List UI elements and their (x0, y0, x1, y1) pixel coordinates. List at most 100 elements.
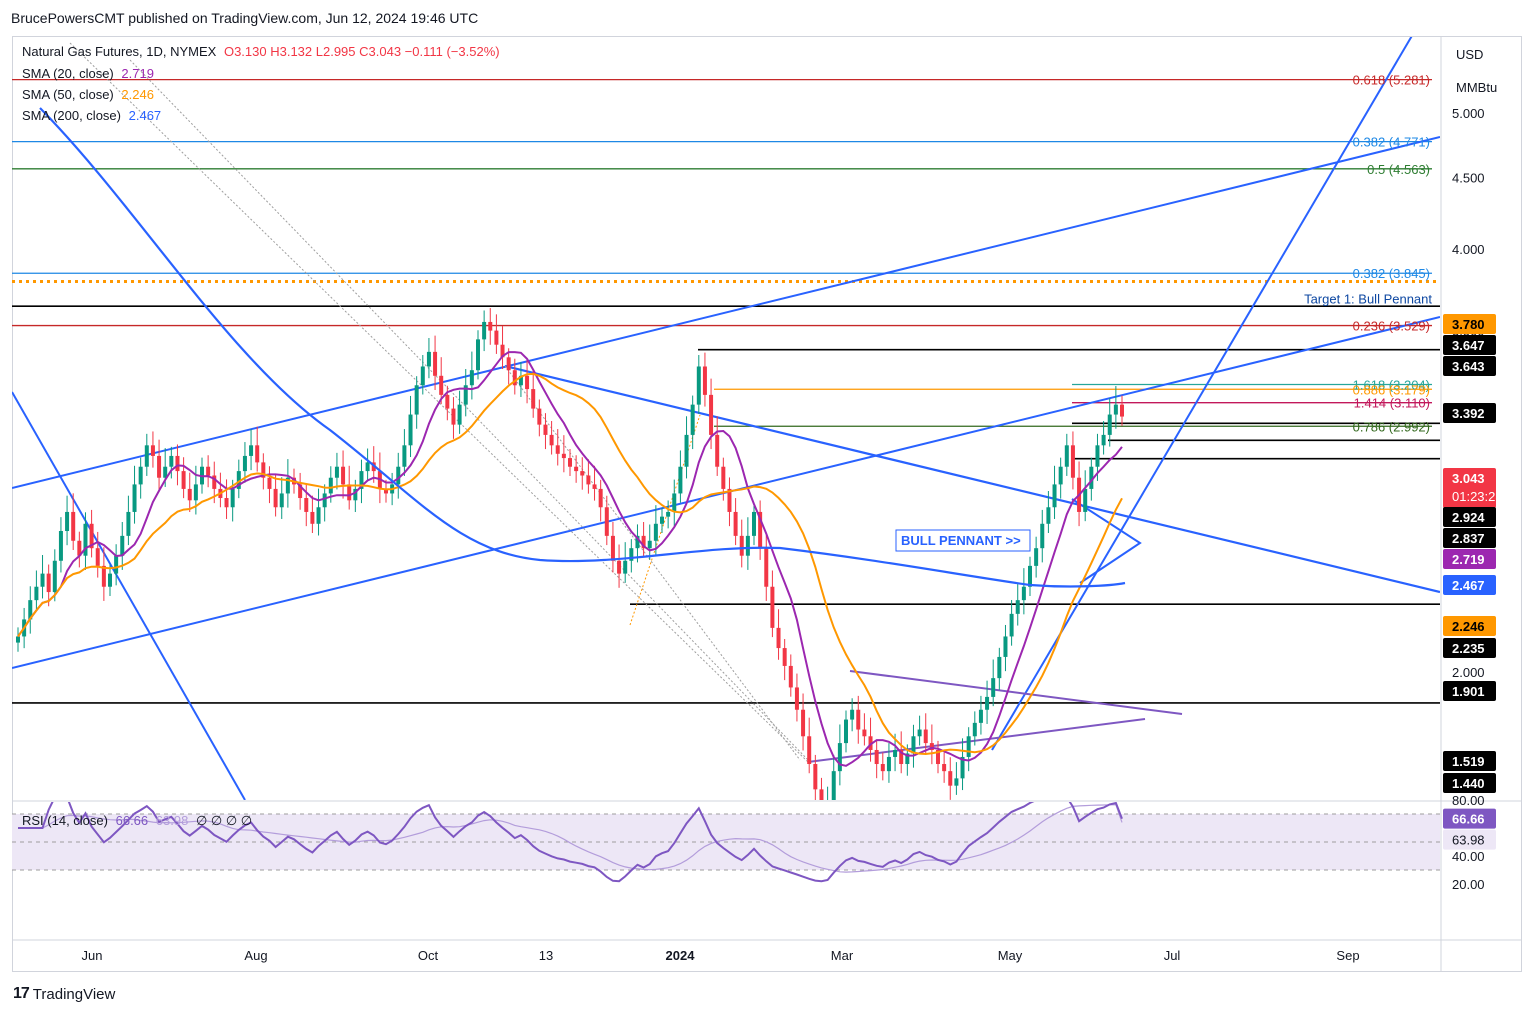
candle (353, 488, 358, 501)
x-tick-label: 2024 (666, 948, 696, 963)
sma20-value: 2.719 (121, 66, 154, 81)
candle (175, 455, 180, 472)
price-tag-label: 2.246 (1452, 619, 1485, 634)
candle (310, 511, 315, 524)
candle (776, 627, 781, 649)
fib-level-label: 0.382 (3.845) (1353, 266, 1430, 281)
candle (623, 560, 628, 574)
candle (629, 548, 634, 561)
candle (1028, 565, 1032, 587)
legend-sma20[interactable]: SMA (20, close) 2.719 (22, 66, 154, 81)
candle (181, 471, 186, 489)
candle (801, 709, 806, 737)
rsi-extra: ∅ ∅ ∅ ∅ (195, 813, 253, 828)
candle (298, 484, 303, 499)
candle (936, 749, 940, 765)
candle (819, 789, 824, 800)
candle (120, 535, 125, 556)
candle (702, 366, 707, 395)
candle (328, 477, 333, 494)
candle (433, 351, 438, 376)
tradingview-footer[interactable]: 17 TradingView (13, 985, 115, 1003)
candle (880, 764, 885, 772)
candle (862, 729, 867, 737)
candle (512, 370, 517, 386)
candle (1021, 586, 1026, 601)
price-tag-label: 3.643 (1452, 359, 1485, 374)
candle (739, 535, 744, 556)
candle (972, 722, 977, 737)
rsi-label: RSI (14, close) (22, 813, 108, 828)
dotted-projection-line (129, 59, 811, 763)
candle (727, 488, 732, 512)
candle (543, 424, 548, 435)
price-tag-label: 3.392 (1452, 406, 1485, 421)
candle (230, 488, 235, 508)
candle (580, 471, 585, 476)
x-tick-label: Sep (1336, 948, 1359, 963)
sma200-label: SMA (200, close) (22, 108, 121, 123)
legend-sma200[interactable]: SMA (200, close) 2.467 (22, 108, 161, 123)
candle (770, 586, 775, 628)
candle (224, 498, 229, 508)
candle (249, 445, 254, 456)
candle (482, 321, 487, 340)
candle (322, 493, 327, 508)
candle (518, 375, 523, 386)
sma200-line (39, 107, 1126, 588)
purple-triangle-lower (807, 718, 1146, 763)
rsi-value-tag-label: 66.66 (1452, 812, 1485, 827)
chart-frame (12, 36, 1522, 972)
candle (451, 408, 456, 425)
price-tag (1443, 751, 1496, 771)
candle (1009, 613, 1014, 637)
candle (108, 573, 112, 587)
price-tag (1443, 314, 1496, 334)
price-pane (12, 37, 1440, 800)
price-tag (1443, 681, 1496, 701)
x-tick-label: May (998, 948, 1023, 963)
candle (997, 656, 1002, 679)
candle (948, 771, 953, 786)
candle (678, 466, 683, 494)
legend-sma50[interactable]: SMA (50, close) 2.246 (22, 87, 154, 102)
candle (610, 535, 615, 561)
candle (1107, 414, 1112, 435)
candle (696, 366, 701, 405)
price-tag (1443, 773, 1496, 793)
x-tick-label: 13 (539, 948, 553, 963)
candle (598, 488, 603, 508)
candle (132, 484, 137, 512)
candle (157, 455, 162, 478)
candle (52, 560, 57, 593)
candle (874, 749, 879, 765)
y-tick-label: 2.000 (1452, 665, 1485, 680)
rsi-ma-tag-label: 63.98 (1452, 833, 1485, 848)
fib-level-label: 0.5 (4.563) (1367, 162, 1430, 177)
candle (126, 511, 131, 536)
candle (408, 414, 413, 446)
candle (163, 466, 168, 478)
price-tag (1443, 638, 1496, 658)
candle (592, 484, 597, 489)
candle (414, 385, 419, 415)
candle (101, 565, 106, 587)
candle (647, 540, 652, 549)
x-tick-label: Jul (1164, 948, 1181, 963)
symbol-title[interactable]: Natural Gas Futures, 1D, NYMEX (22, 44, 217, 59)
legend-rsi[interactable]: RSI (14, close) 66.66 63.98 ∅ ∅ ∅ ∅ (22, 813, 252, 829)
candle (187, 488, 192, 501)
upper-channel-trendline (12, 136, 1440, 489)
tradingview-logo-icon: 17 (13, 985, 30, 1002)
candle (574, 466, 579, 472)
candle (709, 394, 714, 435)
y-tick-label: 5.000 (1452, 106, 1485, 121)
candle (537, 408, 542, 425)
tradingview-brand: TradingView (32, 985, 116, 1003)
candle (837, 743, 842, 772)
candle (506, 357, 511, 371)
rsi-line (18, 802, 1123, 883)
candle (641, 535, 646, 549)
sma20-label: SMA (20, close) (22, 66, 114, 81)
